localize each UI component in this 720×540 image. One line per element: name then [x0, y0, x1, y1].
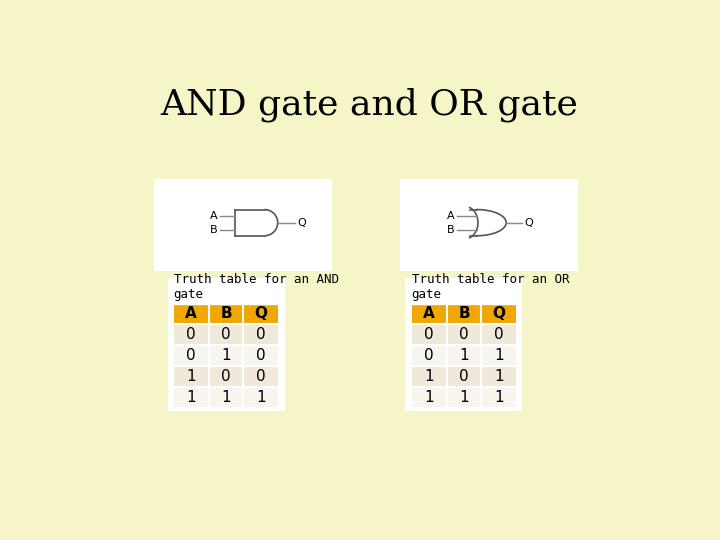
Text: 0: 0 [256, 327, 266, 342]
Text: Q: Q [254, 306, 267, 321]
FancyBboxPatch shape [446, 325, 482, 345]
Text: 0: 0 [186, 348, 196, 363]
Text: 0: 0 [494, 327, 503, 342]
Text: A: A [423, 306, 435, 321]
Text: 1: 1 [424, 369, 434, 384]
Text: 1: 1 [459, 348, 469, 363]
FancyBboxPatch shape [412, 366, 446, 387]
FancyBboxPatch shape [412, 303, 446, 325]
FancyBboxPatch shape [174, 366, 209, 387]
FancyBboxPatch shape [209, 303, 243, 325]
Text: Q: Q [297, 218, 306, 228]
FancyBboxPatch shape [209, 345, 243, 366]
Text: 0: 0 [459, 327, 469, 342]
Text: 1: 1 [186, 389, 196, 404]
Text: 0: 0 [459, 369, 469, 384]
Text: 0: 0 [256, 348, 266, 363]
Text: 1: 1 [221, 389, 231, 404]
Text: 0: 0 [256, 369, 266, 384]
FancyBboxPatch shape [482, 325, 516, 345]
FancyBboxPatch shape [412, 325, 446, 345]
FancyBboxPatch shape [482, 366, 516, 387]
FancyBboxPatch shape [412, 387, 446, 408]
Text: B: B [446, 225, 454, 235]
FancyBboxPatch shape [243, 366, 279, 387]
Text: 1: 1 [186, 369, 196, 384]
Text: Truth table for an AND
gate: Truth table for an AND gate [174, 273, 338, 301]
FancyBboxPatch shape [412, 345, 446, 366]
Text: 1: 1 [424, 389, 434, 404]
Text: B: B [220, 306, 232, 321]
Text: B: B [458, 306, 469, 321]
FancyBboxPatch shape [153, 179, 332, 271]
Text: 0: 0 [424, 348, 434, 363]
Text: 0: 0 [186, 327, 196, 342]
FancyBboxPatch shape [174, 303, 209, 325]
FancyBboxPatch shape [209, 325, 243, 345]
Text: 0: 0 [424, 327, 434, 342]
FancyBboxPatch shape [209, 387, 243, 408]
FancyBboxPatch shape [209, 366, 243, 387]
FancyBboxPatch shape [174, 345, 209, 366]
Text: 0: 0 [221, 327, 231, 342]
Text: 1: 1 [494, 348, 503, 363]
Text: A: A [210, 211, 217, 220]
Text: 1: 1 [256, 389, 266, 404]
Text: A: A [446, 211, 454, 220]
FancyBboxPatch shape [405, 278, 523, 411]
Text: B: B [210, 225, 217, 235]
FancyBboxPatch shape [243, 345, 279, 366]
Text: 1: 1 [494, 389, 503, 404]
FancyBboxPatch shape [400, 179, 578, 271]
Text: Truth table for an OR
gate: Truth table for an OR gate [412, 273, 569, 301]
Text: Q: Q [524, 218, 533, 228]
FancyBboxPatch shape [446, 303, 482, 325]
FancyBboxPatch shape [174, 387, 209, 408]
Text: 1: 1 [221, 348, 231, 363]
FancyBboxPatch shape [243, 303, 279, 325]
Text: AND gate and OR gate: AND gate and OR gate [160, 87, 578, 122]
Text: 1: 1 [494, 369, 503, 384]
FancyBboxPatch shape [168, 278, 284, 411]
FancyBboxPatch shape [446, 366, 482, 387]
FancyBboxPatch shape [482, 387, 516, 408]
Text: Q: Q [492, 306, 505, 321]
Text: 1: 1 [459, 389, 469, 404]
Text: A: A [185, 306, 197, 321]
FancyBboxPatch shape [243, 325, 279, 345]
FancyBboxPatch shape [482, 303, 516, 325]
FancyBboxPatch shape [446, 387, 482, 408]
FancyBboxPatch shape [174, 325, 209, 345]
FancyBboxPatch shape [446, 345, 482, 366]
FancyBboxPatch shape [243, 387, 279, 408]
Text: 0: 0 [221, 369, 231, 384]
FancyBboxPatch shape [482, 345, 516, 366]
